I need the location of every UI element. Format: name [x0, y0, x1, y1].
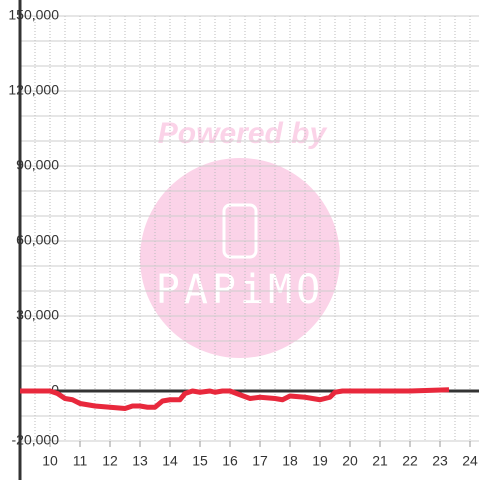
x-tick-label: 14	[162, 453, 178, 469]
x-tick-label: 15	[192, 453, 208, 469]
x-tick-label: 21	[372, 453, 388, 469]
watermark-logo: PAPiMO	[156, 267, 325, 313]
x-tick-label: 18	[282, 453, 298, 469]
watermark-text: Powered by	[158, 117, 328, 150]
y-tick-label: 60,000	[16, 232, 59, 248]
y-tick-label: 120,000	[8, 82, 59, 98]
x-tick-label: 11	[73, 453, 88, 469]
y-tick-label: -20,000	[12, 432, 60, 448]
x-tick-label: 20	[342, 453, 358, 469]
data-line	[20, 387, 450, 411]
plot-layer	[20, 15, 479, 442]
watermark-icon	[222, 203, 258, 259]
x-tick-label: 12	[102, 453, 118, 469]
x-tick-label: 19	[312, 453, 328, 469]
x-tick-label: 22	[402, 453, 418, 469]
x-tick-label: 16	[222, 453, 238, 469]
y-tick-label: 150,000	[8, 7, 59, 23]
y-tick-label: 0	[51, 382, 59, 398]
y-tick-label: 90,000	[16, 157, 59, 173]
x-tick-label: 13	[132, 453, 148, 469]
x-tick-label: 10	[42, 453, 58, 469]
y-tick-label: 30,000	[16, 307, 59, 323]
x-tick-label: 24	[462, 453, 478, 469]
x-tick-label: 17	[252, 453, 268, 469]
x-tick-label: 23	[432, 453, 448, 469]
